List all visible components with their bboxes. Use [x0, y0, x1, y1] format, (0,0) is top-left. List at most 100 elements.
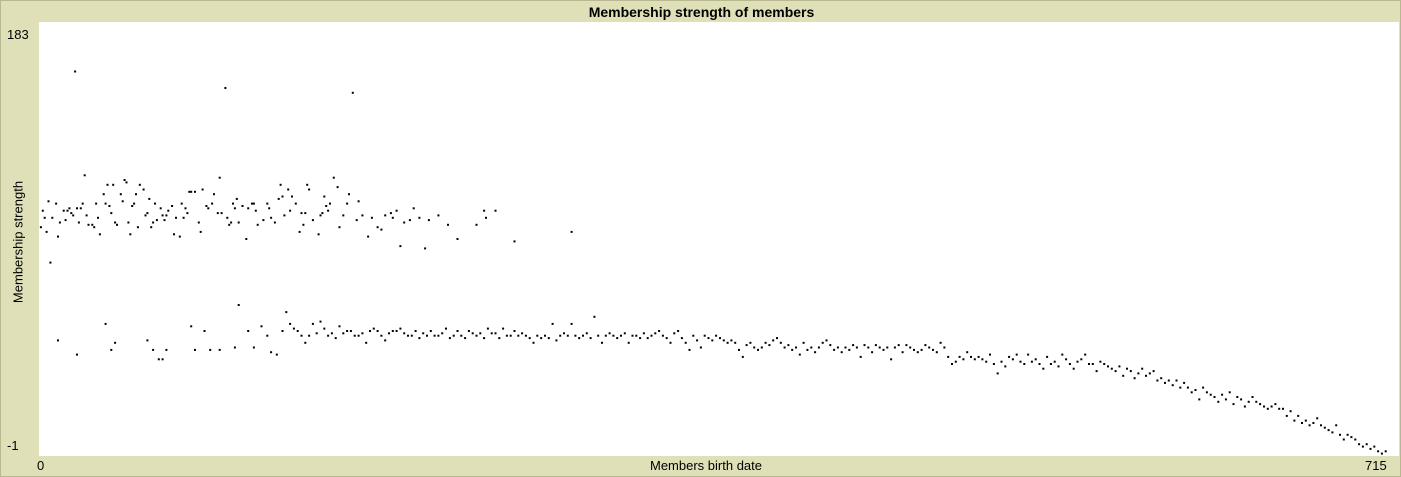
- data-point: [289, 322, 292, 325]
- data-point: [620, 334, 622, 337]
- data-point: [768, 344, 771, 347]
- data-point: [483, 337, 486, 340]
- data-point: [104, 202, 107, 205]
- data-point: [570, 322, 573, 325]
- data-point: [304, 212, 307, 215]
- data-point: [958, 355, 961, 358]
- data-point: [410, 334, 413, 337]
- data-point: [298, 230, 301, 233]
- data-point: [321, 212, 324, 215]
- data-point: [161, 214, 164, 217]
- data-point: [1202, 386, 1205, 389]
- data-point: [833, 348, 836, 351]
- data-point: [346, 202, 349, 205]
- data-point: [814, 351, 817, 354]
- data-point: [1114, 370, 1117, 373]
- data-point: [913, 348, 915, 351]
- data-point: [795, 346, 797, 349]
- data-point: [102, 193, 105, 196]
- data-point: [1118, 365, 1121, 368]
- data-point: [127, 221, 130, 224]
- data-point: [1358, 443, 1361, 446]
- chart-title: Membership strength of members: [588, 4, 815, 20]
- data-point: [456, 330, 459, 332]
- data-point: [245, 238, 248, 240]
- data-point: [161, 358, 164, 361]
- data-point: [947, 355, 950, 358]
- data-point: [294, 202, 297, 205]
- data-point: [726, 341, 729, 344]
- data-point: [639, 337, 642, 340]
- data-point: [1137, 372, 1140, 375]
- data-point: [389, 212, 392, 215]
- data-point: [486, 327, 489, 330]
- data-point: [1236, 396, 1239, 398]
- data-point: [1171, 384, 1174, 387]
- data-point: [867, 346, 870, 349]
- y-axis-min-label: -1: [7, 438, 19, 453]
- data-point: [58, 221, 61, 224]
- data-point: [1068, 363, 1071, 365]
- data-point: [1103, 363, 1106, 365]
- data-point: [1072, 367, 1075, 370]
- data-point: [1164, 381, 1166, 384]
- data-point: [376, 226, 379, 229]
- data-point: [544, 334, 546, 337]
- data-point: [334, 337, 337, 340]
- data-point: [791, 348, 794, 351]
- data-point: [730, 339, 733, 342]
- data-point: [1259, 403, 1262, 406]
- data-point: [327, 334, 330, 337]
- data-point: [422, 332, 425, 335]
- data-point: [1179, 386, 1182, 389]
- data-point: [384, 214, 387, 217]
- data-point: [311, 219, 314, 222]
- data-point: [1042, 367, 1045, 370]
- data-point: [93, 226, 96, 229]
- data-point: [336, 186, 339, 189]
- data-point: [943, 346, 946, 349]
- data-point: [325, 205, 328, 207]
- data-point: [188, 190, 191, 193]
- data-point: [306, 183, 309, 186]
- data-point: [104, 322, 107, 325]
- data-point: [47, 200, 50, 203]
- data-point: [528, 337, 531, 340]
- data-point: [72, 214, 75, 217]
- data-point: [87, 223, 90, 226]
- data-point: [585, 332, 588, 335]
- data-point: [300, 212, 303, 215]
- data-point: [757, 348, 759, 351]
- data-point: [616, 337, 619, 340]
- data-point: [836, 346, 839, 349]
- data-point: [220, 212, 223, 215]
- data-point: [226, 216, 229, 219]
- data-point: [197, 221, 200, 224]
- data-point: [129, 233, 132, 236]
- data-point: [977, 355, 980, 358]
- data-point: [49, 261, 52, 264]
- data-point: [1350, 436, 1353, 439]
- data-point: [992, 363, 995, 365]
- data-point: [738, 348, 740, 351]
- data-point: [665, 337, 668, 340]
- data-point: [483, 209, 486, 212]
- data-point: [741, 355, 744, 358]
- data-point: [1263, 405, 1265, 408]
- data-point: [1373, 445, 1376, 448]
- data-point: [597, 334, 600, 337]
- data-point: [524, 334, 527, 337]
- data-point: [281, 195, 284, 198]
- data-point: [146, 212, 149, 215]
- data-point: [270, 216, 273, 219]
- data-point: [194, 190, 196, 193]
- data-point: [163, 219, 166, 222]
- data-point: [275, 353, 278, 356]
- data-point: [1038, 363, 1041, 365]
- data-point: [330, 332, 333, 335]
- data-point: [266, 334, 269, 337]
- data-point: [112, 183, 115, 186]
- data-point: [1209, 393, 1212, 396]
- data-point: [91, 223, 94, 226]
